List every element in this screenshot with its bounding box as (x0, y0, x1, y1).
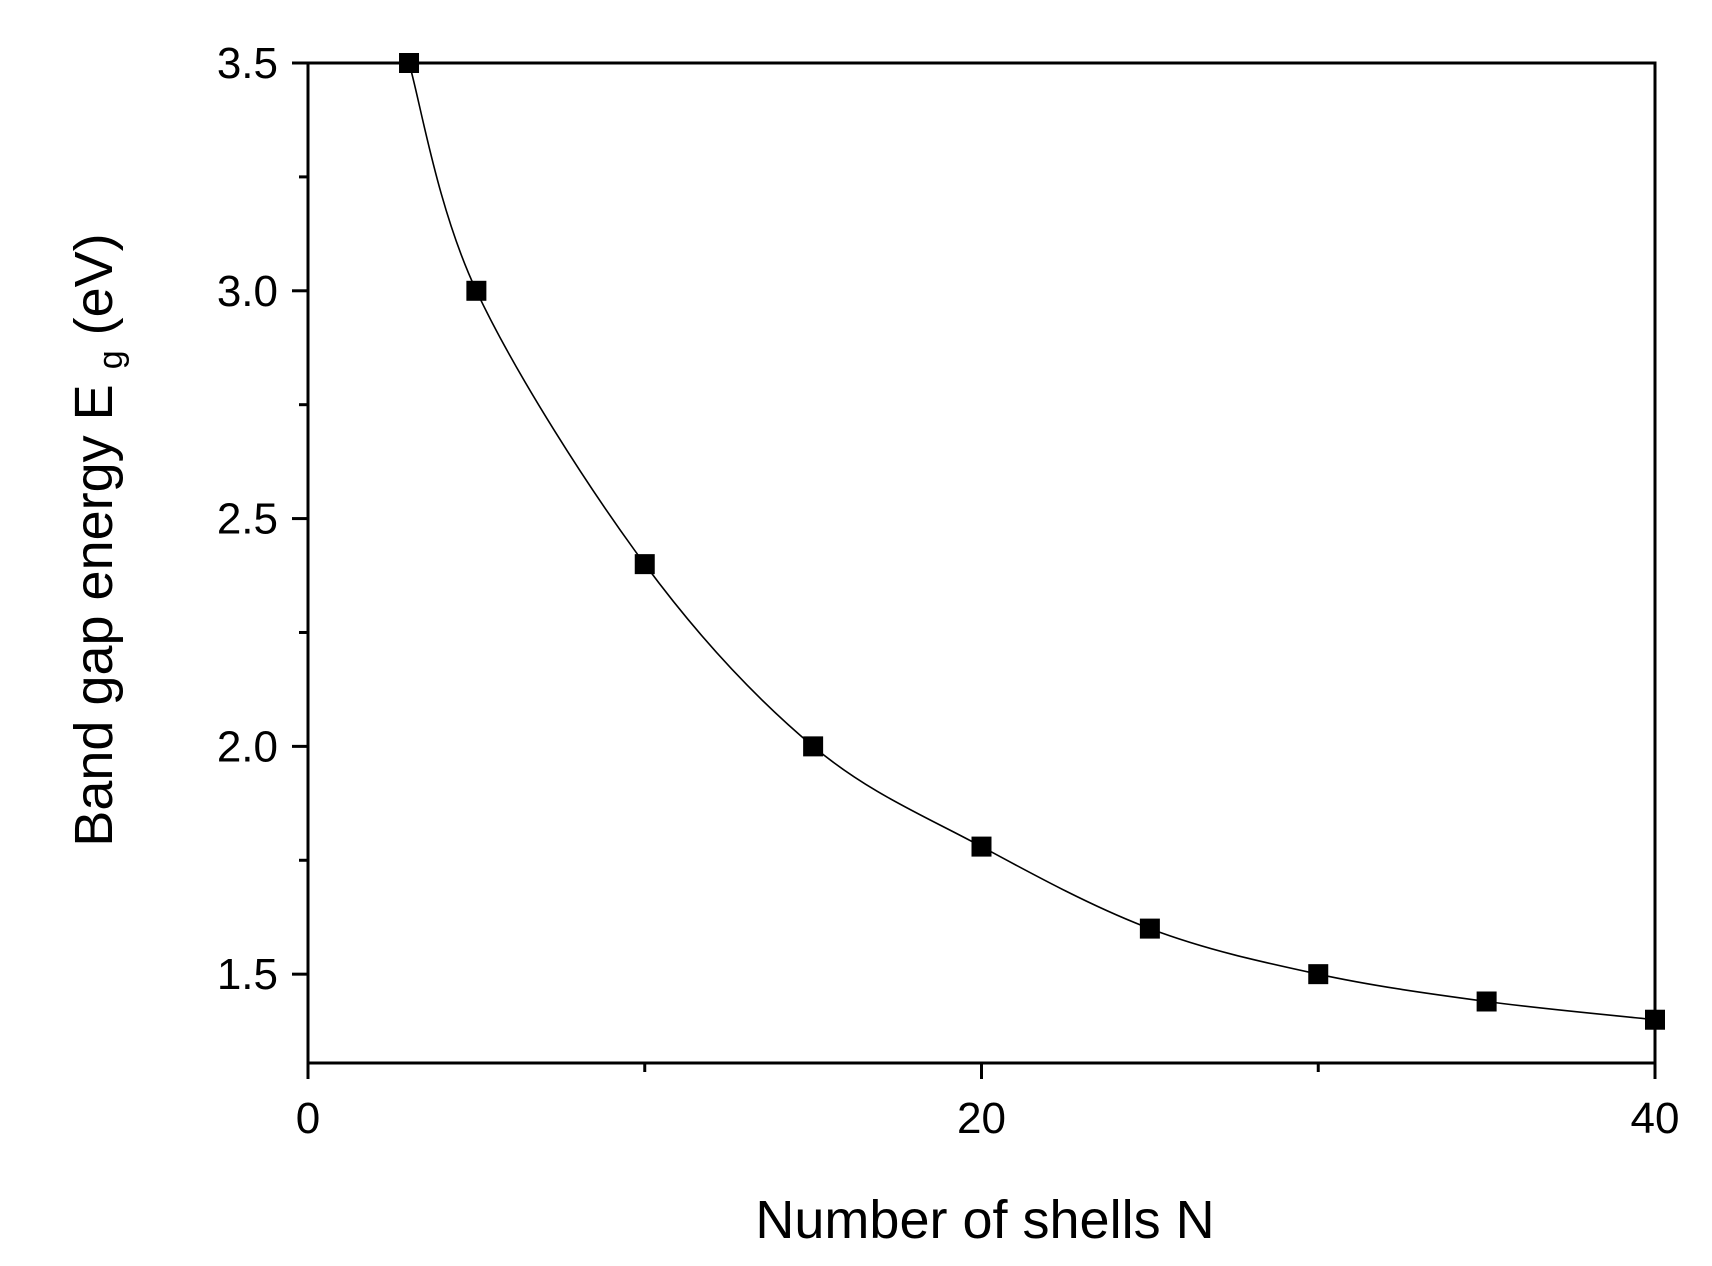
y-tick-label: 2.5 (217, 495, 278, 544)
x-tick-label: 20 (957, 1094, 1006, 1143)
ticks: 1.5 2.0 2.5 3.0 3.5 0 20 40 (217, 39, 1680, 1143)
data-point (1645, 1009, 1665, 1030)
series (399, 53, 1665, 1030)
data-point (399, 53, 420, 73)
data-point (1476, 991, 1497, 1012)
series-line (408, 62, 1656, 1021)
x-axis-title: Number of shells N (755, 1190, 1214, 1250)
axes (306, 61, 1657, 1065)
x-tick-label: 0 (296, 1094, 320, 1143)
data-point (1139, 918, 1160, 939)
data-point (803, 736, 824, 757)
y-axis-title: Band gap energy E g (eV) (64, 233, 134, 846)
y-axis-title-unit: (eV) (64, 233, 124, 335)
data-point (466, 280, 487, 301)
y-axis-title-subscript: g (92, 350, 130, 369)
data-point (971, 836, 992, 857)
data-point (634, 554, 655, 575)
y-axis-title-main: Band gap energy E (64, 384, 124, 846)
y-tick-label: 3.0 (217, 267, 278, 316)
plot-frame (306, 61, 1657, 1065)
x-tick-label: 40 (1631, 1094, 1680, 1143)
y-tick-label: 3.5 (217, 39, 278, 88)
data-point (1308, 964, 1329, 985)
y-tick-label: 1.5 (217, 950, 278, 999)
y-tick-label: 2.0 (217, 722, 278, 771)
